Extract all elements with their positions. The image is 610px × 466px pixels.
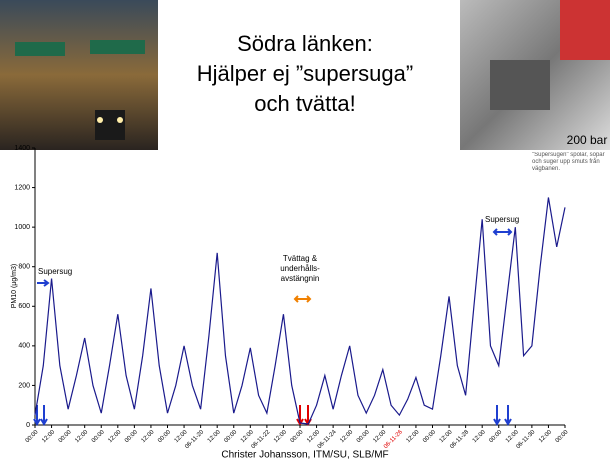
x-tick-label: 12:00 (306, 429, 321, 444)
y-tick-label: 0 (26, 422, 30, 429)
x-tick-label: 00:00 (290, 429, 305, 444)
x-tick-label: 12:00 (472, 429, 487, 444)
caption-box: "Supersugen" spolar, sopar och suger upp… (532, 152, 610, 192)
event-arrows (34, 229, 511, 424)
x-tick-label: 00:00 (25, 429, 40, 444)
x-tick-label: 12:00 (207, 429, 222, 444)
slide: 200 bar "Supersugen" spolar, sopar och s… (0, 0, 610, 461)
annotation: underhålls- (280, 264, 320, 273)
machine-photo (460, 0, 610, 150)
photo-caption: "Supersugen" spolar, sopar och suger upp… (532, 152, 610, 173)
x-tick-label: 00:00 (124, 429, 139, 444)
y-tick-label: 1400 (14, 145, 30, 152)
page: 200 bar "Supersugen" spolar, sopar och s… (0, 0, 610, 461)
x-tick-label: 06-11-22 (250, 429, 271, 450)
x-tick-label: 12:00 (107, 429, 122, 444)
y-tick-label: 1200 (14, 184, 30, 191)
x-tick-label: 12:00 (240, 429, 255, 444)
x-tick-label: 00:00 (555, 429, 570, 444)
x-tick-label: 06-11-28 (449, 429, 470, 450)
tunnel-photo (0, 0, 158, 150)
pm10-line (35, 197, 565, 424)
x-tick-label: 00:00 (91, 429, 106, 444)
x-tick-label: 12:00 (538, 429, 553, 444)
x-tick-label: 12:00 (41, 429, 56, 444)
annotation: Supersug (485, 215, 519, 224)
x-tick-label: 06-11-30 (515, 429, 536, 450)
title-line: Södra länken: (237, 31, 373, 56)
x-tick-label: 06-11-26 (383, 429, 404, 450)
y-tick-label: 400 (18, 343, 30, 350)
x-tick-label: 12:00 (505, 429, 520, 444)
x-tick-label: 12:00 (174, 429, 189, 444)
x-tick-label: 00:00 (488, 429, 503, 444)
x-tick-label: 00:00 (422, 429, 437, 444)
x-tick-label: 12:00 (141, 429, 156, 444)
x-tick-label: 00:00 (157, 429, 172, 444)
x-tick-label: 12:00 (406, 429, 421, 444)
photo-label: 200 bar (567, 133, 608, 147)
y-axis-label: PM10 (µg/m3) (11, 264, 18, 309)
y-tick-label: 200 (18, 382, 30, 389)
x-tick-label: 12:00 (439, 429, 454, 444)
x-tick-label: 12:00 (273, 429, 288, 444)
y-tick-label: 600 (18, 303, 30, 310)
x-tick-label: 06-11-20 (184, 429, 205, 450)
footer: Christer Johansson, ITM/SU, SLB/MF (221, 450, 388, 461)
title-line: Hjälper ej ”supersuga” (197, 61, 413, 86)
annotation: Tvättag & (283, 254, 318, 263)
x-tick-label: 12:00 (74, 429, 89, 444)
x-tick-label: 12:00 (339, 429, 354, 444)
x-tick-label: 12:00 (372, 429, 387, 444)
title-line: och tvätta! (254, 91, 356, 116)
x-tick-label: 00:00 (356, 429, 371, 444)
annotation: avstängnin (281, 274, 320, 283)
y-tick-label: 800 (18, 264, 30, 271)
y-tick-label: 1000 (14, 224, 30, 231)
annotation: Supersug (38, 267, 72, 276)
x-tick-label: 00:00 (58, 429, 73, 444)
x-tick-label: 00:00 (223, 429, 238, 444)
x-tick-label: 06-11-24 (317, 429, 338, 450)
